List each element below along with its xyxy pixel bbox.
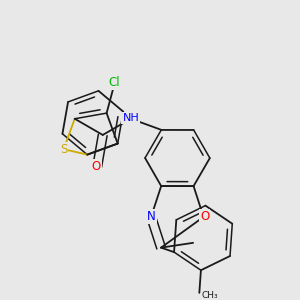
Text: CH₃: CH₃ — [201, 291, 218, 300]
Text: N: N — [147, 210, 155, 223]
Text: NH: NH — [122, 113, 139, 123]
Text: S: S — [60, 143, 67, 156]
Text: O: O — [92, 160, 101, 173]
Text: Cl: Cl — [109, 76, 120, 89]
Text: O: O — [200, 210, 209, 224]
